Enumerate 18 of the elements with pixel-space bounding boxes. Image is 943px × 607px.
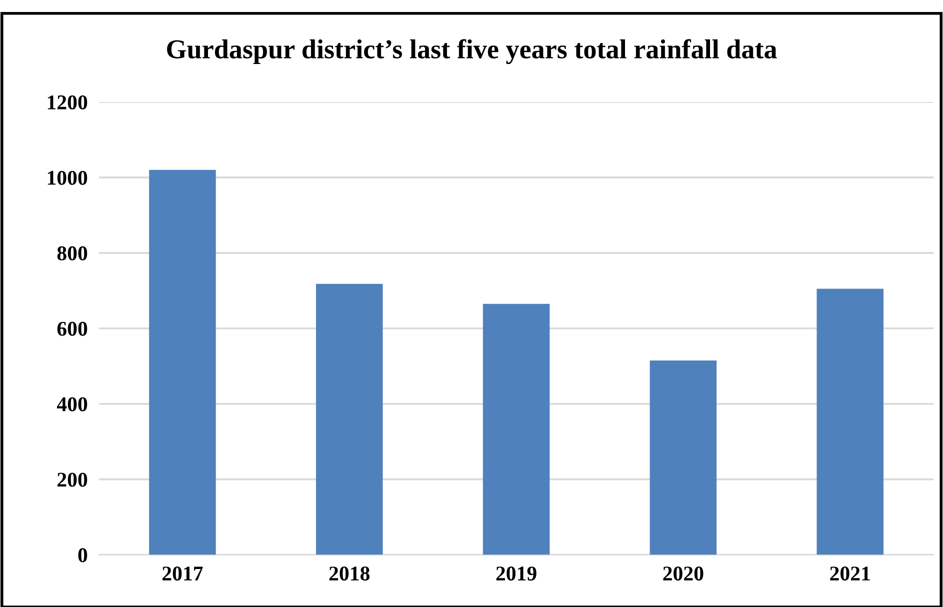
y-tick-label: 400 (56, 397, 88, 412)
y-tick-label: 1000 (48, 170, 88, 185)
bar (316, 284, 383, 555)
y-tick-label: 800 (57, 246, 88, 260)
x-tick-label: 2018 (329, 566, 370, 581)
chart-title: Gurdaspur district’s last five years total rainfall data (167, 39, 777, 64)
y-tick-label: 600 (57, 322, 88, 336)
bar (149, 170, 216, 555)
x-tick-label: 2021 (830, 566, 870, 581)
x-tick-label: 2017 (162, 566, 203, 581)
y-tick-label: 200 (58, 472, 88, 487)
y-tick-label: 0 (78, 548, 88, 562)
y-tick-label: 1200 (48, 95, 88, 110)
bar (482, 304, 550, 555)
x-tick-label: 2020 (663, 566, 704, 581)
bar (650, 360, 717, 555)
bar (816, 288, 884, 555)
x-tick-label: 2019 (496, 566, 536, 581)
